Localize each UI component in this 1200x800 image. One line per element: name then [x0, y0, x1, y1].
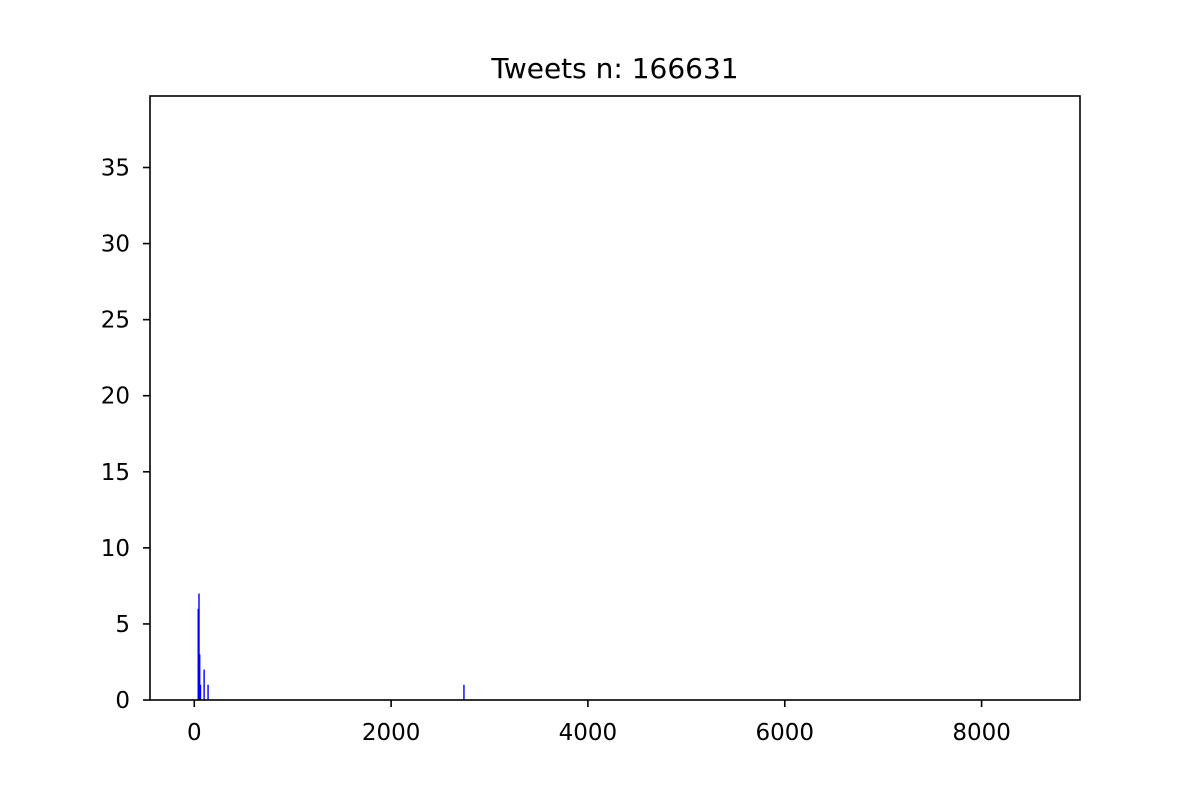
y-tick-label: 0 [115, 688, 130, 714]
x-tick-label: 2000 [362, 720, 421, 746]
bar [199, 654, 201, 700]
bar [198, 593, 200, 700]
bar [197, 608, 199, 700]
bar [199, 684, 202, 700]
y-tick-label: 20 [101, 384, 130, 410]
y-tick-label: 35 [101, 156, 130, 182]
chart-title: Tweets n: 166631 [490, 52, 738, 85]
x-tick-label: 4000 [559, 720, 618, 746]
bar [207, 684, 209, 700]
bar [463, 684, 465, 700]
x-tick-label: 0 [187, 720, 202, 746]
y-tick-label: 5 [115, 612, 130, 638]
bars-group [197, 593, 465, 700]
bar [203, 669, 205, 700]
y-tick-label: 30 [101, 232, 130, 258]
y-tick-label: 10 [101, 536, 130, 562]
y-axis-ticks: 0 5 10 15 20 25 30 35 [101, 156, 150, 714]
x-tick-label: 8000 [952, 720, 1011, 746]
x-axis-ticks: 0 2000 4000 6000 8000 [187, 700, 1011, 746]
y-tick-label: 15 [101, 460, 130, 486]
y-tick-label: 25 [101, 308, 130, 334]
plot-frame [149, 95, 1081, 701]
x-tick-label: 6000 [755, 720, 814, 746]
